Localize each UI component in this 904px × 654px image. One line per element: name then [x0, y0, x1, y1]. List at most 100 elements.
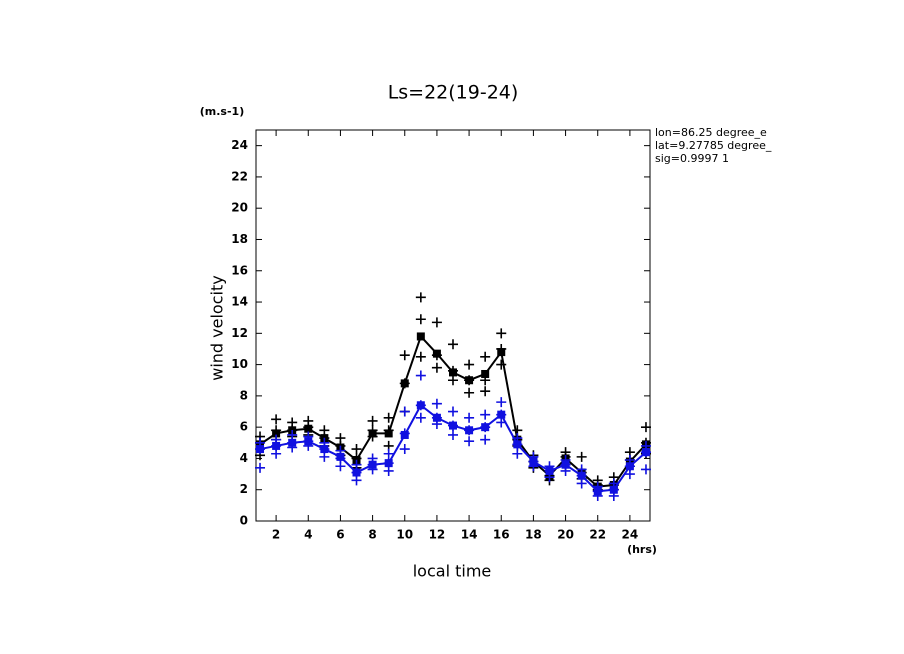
sample-marker [303, 415, 314, 426]
mean-marker [416, 401, 425, 410]
mean-marker [609, 485, 618, 494]
y-tick-label: 2 [240, 482, 248, 496]
sample-marker [431, 362, 442, 373]
sample-marker [464, 387, 475, 398]
y-tick-label: 8 [240, 388, 248, 402]
chart-title: Ls=22(19-24) [388, 82, 519, 104]
annotation: sig=0.9997 1 [655, 152, 729, 165]
sample-marker [351, 459, 362, 470]
sample-marker [480, 351, 491, 362]
x-tick-label: 16 [493, 528, 510, 542]
sample-marker [431, 398, 442, 409]
sample-marker [448, 375, 458, 386]
sample-marker [496, 359, 507, 370]
sample-marker [415, 292, 426, 303]
sample-marker [640, 422, 651, 433]
mean-marker [400, 379, 409, 388]
x-tick-label: 18 [525, 528, 542, 542]
x-tick-label: 22 [589, 528, 606, 542]
sample-marker [512, 448, 523, 459]
sample-marker [415, 412, 426, 423]
sample-marker [399, 444, 410, 455]
mean-marker [368, 460, 377, 469]
sample-marker [335, 433, 346, 444]
y-tick-label: 14 [231, 295, 248, 309]
mean-marker [368, 429, 377, 438]
y-tick-label: 0 [240, 514, 248, 528]
mean-marker [432, 413, 441, 422]
annotation: lon=86.25 degree_e [655, 126, 767, 139]
sample-marker [415, 351, 426, 362]
mean-marker [481, 423, 490, 432]
mean-marker [577, 471, 586, 480]
mean-marker [352, 468, 361, 477]
sample-marker [448, 339, 458, 350]
mean-marker [497, 348, 506, 357]
plot-frame [255, 129, 651, 522]
sample-marker [448, 406, 458, 417]
mean-marker [320, 445, 329, 454]
x-tick-label: 14 [461, 528, 478, 542]
mean-marker [625, 462, 634, 471]
x-tick-label: 24 [622, 528, 639, 542]
mean-marker [465, 426, 474, 435]
mean-marker [529, 457, 538, 466]
x-tick-label: 2 [272, 528, 280, 542]
mean-marker [304, 437, 313, 446]
y-tick-label: 10 [231, 357, 248, 371]
x-tick-label: 20 [557, 528, 574, 542]
sample-marker [383, 412, 394, 423]
mean-marker [465, 376, 474, 385]
sample-marker [415, 370, 426, 381]
sample-marker [448, 429, 458, 440]
mean-marker [449, 368, 457, 377]
mean-marker [384, 429, 393, 438]
x-tick-label: 10 [396, 528, 413, 542]
annotation-box: lon=86.25 degree_e lat=9.27785 degree_ s… [655, 126, 772, 165]
mean-marker [416, 332, 425, 341]
sample-marker [464, 412, 475, 423]
mean-marker [432, 349, 441, 358]
sample-marker [415, 314, 426, 325]
mean-marker [272, 429, 281, 438]
sample-marker [640, 464, 651, 475]
y-tick-label: 4 [240, 451, 248, 465]
y-tick-label: 18 [231, 232, 248, 246]
y-tick-label: 6 [240, 420, 248, 434]
mean-marker [272, 441, 281, 450]
sample-marker [431, 317, 442, 328]
sample-marker [367, 415, 378, 426]
mean-marker [336, 452, 345, 461]
sample-marker [399, 406, 410, 417]
y-units: (m.s-1) [200, 105, 244, 118]
mean-marker [256, 445, 265, 454]
sample-marker [271, 414, 282, 425]
y-tick-label: 12 [231, 326, 248, 340]
sample-marker [383, 448, 394, 459]
x-units: (hrs) [627, 543, 657, 556]
sample-marker [287, 417, 298, 428]
x-axis-label: local time [413, 562, 492, 581]
y-tick-label: 16 [231, 263, 248, 277]
sample-marker [319, 425, 330, 436]
sample-marker [480, 409, 491, 420]
mean-marker [561, 460, 570, 469]
mean-marker [593, 487, 602, 496]
mean-marker [481, 369, 490, 378]
x-tick-label: 4 [304, 528, 312, 542]
sample-marker [496, 328, 507, 339]
sample-marker [480, 386, 491, 397]
sample-marker [480, 434, 491, 445]
sample-marker [576, 451, 587, 462]
y-tick-label: 20 [231, 201, 248, 215]
sample-marker [464, 359, 475, 370]
y-tick-label: 22 [231, 169, 248, 183]
mean-marker [384, 459, 393, 468]
sample-marker [399, 350, 410, 361]
mean-marker [288, 438, 297, 447]
sample-marker [464, 436, 475, 447]
sample-marker [351, 444, 362, 455]
sample-marker [255, 462, 266, 473]
